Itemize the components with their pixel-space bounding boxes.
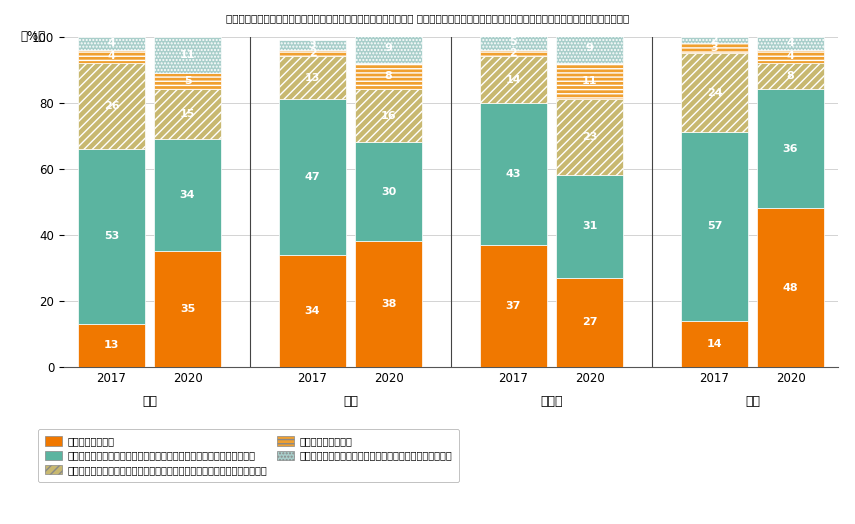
Text: 中国: 中国 (745, 395, 760, 408)
Text: 4: 4 (787, 51, 794, 61)
Bar (480, 103, 547, 245)
Bar (556, 100, 623, 176)
Bar (154, 252, 221, 367)
Text: 38: 38 (380, 299, 396, 309)
Bar (681, 43, 748, 53)
Text: 5: 5 (184, 77, 192, 86)
Bar (757, 90, 824, 209)
Bar (480, 57, 547, 103)
Text: 米国: 米国 (343, 395, 358, 408)
Bar (355, 90, 422, 143)
Text: 3: 3 (711, 43, 718, 53)
Bar (556, 278, 623, 367)
Bar (279, 40, 346, 50)
Text: 8: 8 (385, 71, 392, 81)
Text: 2: 2 (711, 35, 718, 45)
Bar (78, 149, 145, 324)
Bar (757, 37, 824, 50)
Text: 4: 4 (787, 38, 794, 48)
Text: 8: 8 (787, 71, 794, 81)
Text: 47: 47 (304, 172, 321, 182)
Text: 34: 34 (180, 190, 195, 200)
Bar (78, 324, 145, 367)
Text: 31: 31 (582, 222, 597, 232)
Text: 5: 5 (510, 37, 517, 47)
Text: 2: 2 (510, 48, 517, 58)
Bar (480, 34, 547, 50)
Text: 24: 24 (707, 88, 722, 98)
Legend: よく認識している, やや認識している（一部データについては認識していない場合を含む）, あまり認識していない（一部データについては認識していない場合を含む）, : よく認識している, やや認識している（一部データについては認識していない場合を含… (38, 430, 458, 482)
Bar (480, 50, 547, 57)
Bar (681, 37, 748, 43)
Text: 35: 35 (180, 304, 195, 314)
Bar (757, 63, 824, 90)
Bar (154, 73, 221, 90)
Bar (681, 133, 748, 321)
Text: 36: 36 (783, 144, 799, 154)
Bar (556, 34, 623, 63)
Bar (154, 139, 221, 252)
Bar (757, 50, 824, 63)
Text: 11: 11 (581, 77, 598, 86)
Text: 11: 11 (180, 50, 195, 60)
Bar (279, 100, 346, 255)
Text: ドイツ: ドイツ (540, 395, 563, 408)
Text: 15: 15 (180, 110, 195, 119)
Bar (355, 242, 422, 367)
Text: 48: 48 (782, 282, 799, 292)
Bar (480, 245, 547, 367)
Text: 「企業が提供するサービスやアプリケーションを利用するにあたり パーソナルデータを提供していることについてどの程度認識していますか」: 「企業が提供するサービスやアプリケーションを利用するにあたり パーソナルデータを… (226, 13, 629, 23)
Text: 16: 16 (380, 111, 397, 121)
Text: 13: 13 (305, 73, 320, 83)
Text: 3: 3 (309, 40, 316, 50)
Text: 4: 4 (108, 38, 115, 48)
Text: 37: 37 (506, 301, 522, 311)
Text: 13: 13 (103, 341, 119, 351)
Bar (78, 63, 145, 149)
Bar (556, 176, 623, 278)
Text: 26: 26 (103, 101, 120, 111)
Text: 9: 9 (586, 43, 593, 53)
Text: 43: 43 (506, 169, 522, 179)
Bar (355, 63, 422, 90)
Bar (355, 143, 422, 242)
Text: 14: 14 (707, 339, 722, 348)
Bar (556, 63, 623, 100)
Text: 53: 53 (104, 232, 119, 242)
Text: 日本: 日本 (142, 395, 157, 408)
Bar (78, 37, 145, 50)
Bar (681, 321, 748, 367)
Bar (681, 53, 748, 133)
Bar (279, 255, 346, 367)
Text: 30: 30 (380, 187, 396, 197)
Text: 2: 2 (309, 48, 316, 58)
Text: 9: 9 (385, 43, 392, 53)
Bar (78, 50, 145, 63)
Text: 23: 23 (582, 133, 597, 143)
Text: 4: 4 (108, 51, 115, 61)
Bar (355, 34, 422, 63)
Bar (154, 90, 221, 139)
Bar (154, 37, 221, 73)
Text: 27: 27 (581, 317, 598, 327)
Text: 34: 34 (304, 305, 321, 315)
Bar (279, 50, 346, 57)
Text: 14: 14 (505, 74, 522, 84)
Bar (757, 209, 824, 367)
Bar (279, 57, 346, 100)
Text: 57: 57 (707, 222, 722, 232)
Y-axis label: （%）: （%） (21, 30, 45, 43)
